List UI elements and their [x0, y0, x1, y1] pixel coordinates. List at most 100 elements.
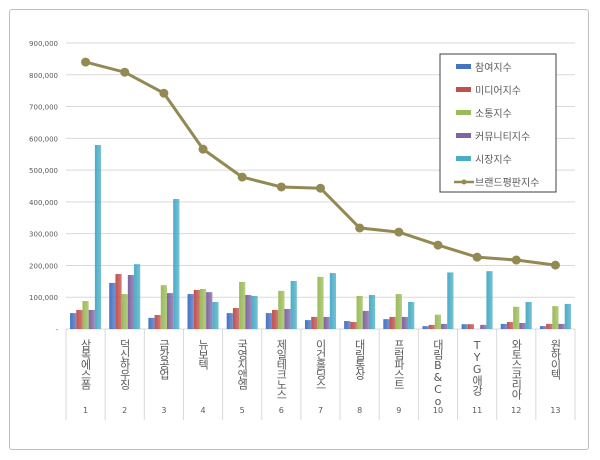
bar-커뮤니티지수 — [245, 294, 252, 329]
bar-미디어지수 — [193, 289, 200, 329]
x-category-label: 와토스코리아 — [510, 339, 523, 401]
bar-소통지수 — [160, 285, 167, 329]
x-rank-label: 2 — [122, 406, 127, 415]
y-tick-label: 400,000 — [29, 199, 58, 207]
x-rank-label: 8 — [357, 406, 362, 415]
bar-시장지수 — [94, 145, 102, 329]
bar-커뮤니티지수 — [401, 316, 409, 329]
bar-참여지수 — [265, 313, 273, 329]
x-category-label: 삼목에스폼 — [79, 339, 92, 390]
x-rank-label: 10 — [433, 406, 443, 415]
bar-참여지수 — [226, 313, 233, 329]
legend-swatch — [456, 110, 471, 115]
bar-커뮤니티지수 — [166, 293, 174, 329]
line-point — [237, 172, 247, 182]
bar-시장지수 — [486, 271, 493, 329]
legend-label: 소통지수 — [475, 108, 512, 120]
x-category-label: TYG애강 — [471, 339, 484, 396]
x-category-label: 금강공업 — [157, 339, 170, 380]
bar-참여지수 — [70, 313, 77, 329]
bar-참여지수 — [109, 282, 116, 329]
bar-미디어지수 — [389, 316, 396, 329]
bar-미디어지수 — [506, 322, 514, 329]
bar-소통지수 — [121, 294, 128, 329]
legend-swatch — [456, 133, 471, 138]
x-category-label: 프럼파스트 — [392, 339, 405, 389]
bar-미디어지수 — [467, 324, 475, 329]
x-category-label: 이건홀딩스 — [314, 339, 327, 389]
bar-소통지수 — [356, 295, 363, 329]
bar-미디어지수 — [232, 308, 240, 329]
line-point — [355, 223, 365, 233]
x-rank-label: 6 — [279, 406, 284, 415]
bar-소통지수 — [239, 281, 246, 329]
bar-시장지수 — [212, 301, 219, 329]
y-tick-label: - — [55, 326, 58, 334]
x-rank-label: 12 — [511, 406, 521, 415]
line-point — [472, 252, 482, 262]
bar-참여지수 — [305, 320, 312, 329]
bar-커뮤니티지수 — [558, 323, 565, 329]
bar-미디어지수 — [350, 322, 357, 329]
bar-시장지수 — [447, 272, 454, 329]
y-tick-label: 500,000 — [29, 167, 58, 175]
line-point — [81, 57, 91, 67]
bar-커뮤니티지수 — [519, 322, 526, 329]
bar-시장지수 — [564, 303, 571, 329]
bar-커뮤니티지수 — [206, 292, 213, 329]
bar-소통지수 — [278, 290, 285, 329]
bar-미디어지수 — [154, 315, 161, 329]
y-tick-label: 200,000 — [29, 262, 58, 270]
chart-frame — [9, 9, 589, 450]
bar-참여지수 — [148, 317, 155, 329]
legend-label: 시장지수 — [475, 154, 512, 166]
x-category-label: 제일테크노스 — [275, 339, 288, 399]
legend-marker — [461, 179, 467, 185]
bar-소통지수 — [199, 288, 207, 329]
x-category-label: 덕신하우징 — [118, 339, 131, 390]
bar-시장지수 — [290, 281, 297, 329]
legend-box — [439, 53, 557, 193]
bar-커뮤니티지수 — [284, 308, 291, 329]
line-point — [120, 67, 130, 77]
bar-소통지수 — [82, 301, 89, 329]
bar-커뮤니티지수 — [362, 310, 369, 329]
x-rank-label: 9 — [396, 406, 401, 415]
y-tick-label: 900,000 — [29, 40, 58, 48]
legend-label: 미디어지수 — [475, 85, 521, 97]
bar-커뮤니티지수 — [127, 274, 135, 329]
bar-미디어지수 — [311, 316, 318, 329]
y-tick-label: 300,000 — [29, 231, 58, 239]
bar-시장지수 — [251, 295, 258, 329]
legend-swatch — [456, 64, 471, 69]
bar-소통지수 — [552, 306, 559, 329]
line-point — [276, 182, 286, 192]
line-point — [159, 88, 169, 98]
bar-커뮤니티지수 — [480, 324, 487, 329]
x-category-label: 대림통상 — [353, 339, 366, 380]
x-category-label: 국영지앤엠 — [236, 339, 249, 390]
y-tick-label: 700,000 — [29, 104, 58, 112]
x-rank-label: 7 — [318, 406, 323, 415]
bar-미디어지수 — [428, 324, 435, 329]
bar-참여지수 — [422, 326, 429, 329]
x-category-label: 대림B&Co — [431, 339, 444, 407]
line-point — [511, 255, 521, 265]
x-rank-label: 4 — [200, 406, 205, 415]
x-rank-label: 11 — [472, 406, 482, 415]
bar-참여지수 — [461, 324, 468, 329]
bar-시장지수 — [329, 273, 336, 329]
bar-참여지수 — [344, 321, 351, 329]
y-tick-label: 800,000 — [29, 72, 58, 80]
line-point — [198, 144, 208, 154]
legend-swatch — [456, 87, 471, 92]
bar-참여지수 — [383, 319, 390, 329]
bar-커뮤니티지수 — [323, 316, 330, 329]
bar-시장지수 — [134, 264, 141, 329]
bar-참여지수 — [500, 323, 507, 329]
legend-label: 참여지수 — [475, 62, 512, 74]
x-category-label: 뉴보텍 — [197, 339, 210, 370]
bar-커뮤니티지수 — [441, 323, 448, 329]
bar-커뮤니티지수 — [88, 309, 95, 329]
